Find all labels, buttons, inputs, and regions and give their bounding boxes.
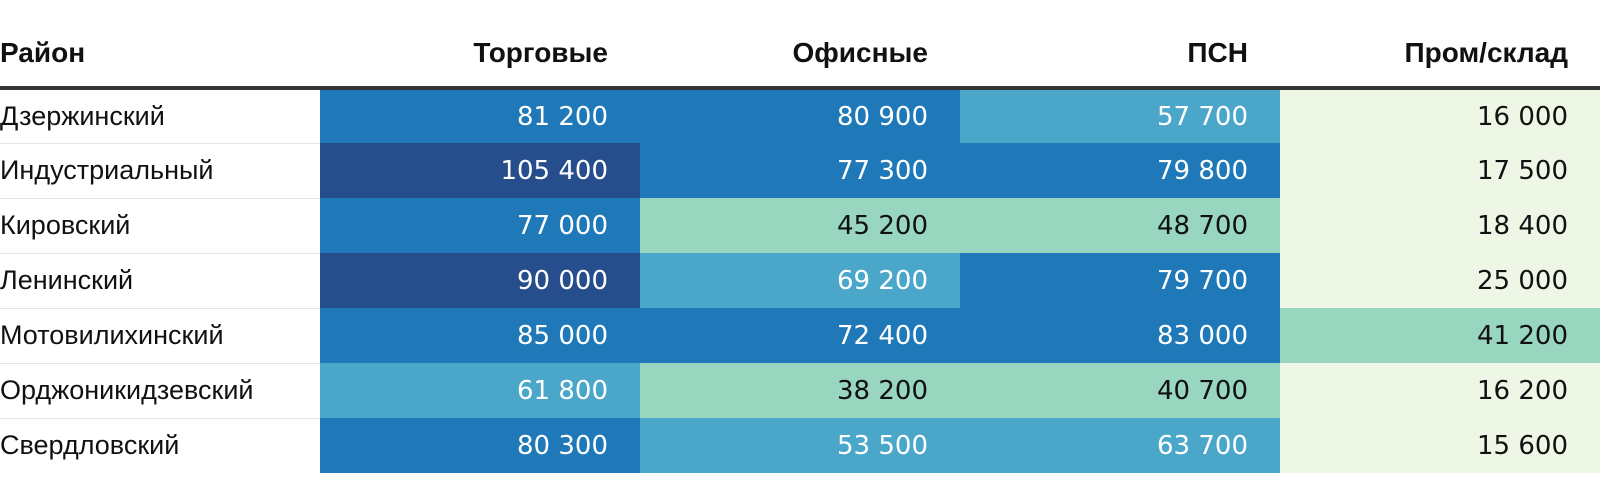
cell-industrial: 41 200 (1280, 308, 1600, 363)
table-row: Орджоникидзевский 61 800 38 200 40 700 16 20… (0, 363, 1600, 419)
cell-psn: 79 800 (960, 143, 1280, 198)
cell-office: 53 500 (640, 418, 960, 473)
cell-retail: 61 800 (320, 363, 640, 418)
cell-retail: 105 400 (320, 143, 640, 198)
row-label-district: Мотовилихинский (0, 308, 320, 364)
row-label-district: Индустриальный (0, 143, 320, 199)
cell-office: 38 200 (640, 363, 960, 418)
cell-psn: 79 700 (960, 253, 1280, 308)
table-row: Ленинский 90 000 69 200 79 700 25 000 (0, 253, 1600, 309)
cell-retail: 90 000 (320, 253, 640, 308)
table-row: Индустриальный 105 400 77 300 79 800 17 500 (0, 143, 1600, 199)
cell-psn: 40 700 (960, 363, 1280, 418)
cell-office: 72 400 (640, 308, 960, 363)
cell-industrial: 17 500 (1280, 143, 1600, 198)
table-row: Кировский 77 000 45 200 48 700 18 400 (0, 198, 1600, 254)
column-header-psn: ПСН (960, 20, 1280, 90)
table-body: Дзержинский 81 200 80 900 57 700 16 000 Индус… (0, 88, 1600, 473)
column-header-district: Район (0, 20, 320, 90)
cell-office: 77 300 (640, 143, 960, 198)
cell-retail: 81 200 (320, 88, 640, 143)
cell-office: 69 200 (640, 253, 960, 308)
row-label-district: Ленинский (0, 253, 320, 309)
column-header-retail: Торговые (320, 20, 640, 90)
cell-office: 45 200 (640, 198, 960, 253)
table-row: Свердловский 80 300 53 500 63 700 15 600 (0, 418, 1600, 473)
cell-psn: 83 000 (960, 308, 1280, 363)
cell-industrial: 16 000 (1280, 88, 1600, 143)
cell-psn: 63 700 (960, 418, 1280, 473)
table-row: Дзержинский 81 200 80 900 57 700 16 000 (0, 88, 1600, 144)
cell-retail: 80 300 (320, 418, 640, 473)
cell-retail: 85 000 (320, 308, 640, 363)
cell-industrial: 25 000 (1280, 253, 1600, 308)
district-price-table: Район Торговые Офисные ПСН Пром/склад Дз… (0, 20, 1600, 473)
column-header-office: Офисные (640, 20, 960, 90)
header-row: Район Торговые Офисные ПСН Пром/склад (0, 20, 1600, 90)
cell-office: 80 900 (640, 88, 960, 143)
table-row: Мотовилихинский 85 000 72 400 83 000 41 200 (0, 308, 1600, 364)
cell-industrial: 18 400 (1280, 198, 1600, 253)
cell-psn: 48 700 (960, 198, 1280, 253)
cell-retail: 77 000 (320, 198, 640, 253)
row-label-district: Кировский (0, 198, 320, 254)
column-header-industrial: Пром/склад (1280, 20, 1600, 90)
cell-industrial: 15 600 (1280, 418, 1600, 473)
cell-psn: 57 700 (960, 88, 1280, 143)
row-label-district: Дзержинский (0, 88, 320, 144)
row-label-district: Орджоникидзевский (0, 363, 320, 419)
cell-industrial: 16 200 (1280, 363, 1600, 418)
row-label-district: Свердловский (0, 430, 180, 461)
